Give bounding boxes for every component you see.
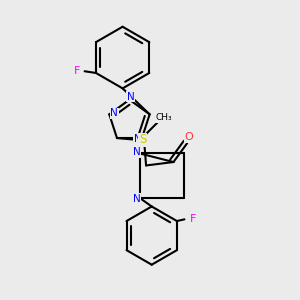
Text: CH₃: CH₃ [155,113,172,122]
Text: N: N [133,147,141,158]
Text: S: S [139,133,146,146]
Text: N: N [127,92,134,102]
Text: N: N [110,108,118,118]
Text: F: F [190,214,196,224]
Text: F: F [74,66,80,76]
Text: N: N [133,194,141,204]
Text: N: N [134,134,141,144]
Text: O: O [184,132,193,142]
